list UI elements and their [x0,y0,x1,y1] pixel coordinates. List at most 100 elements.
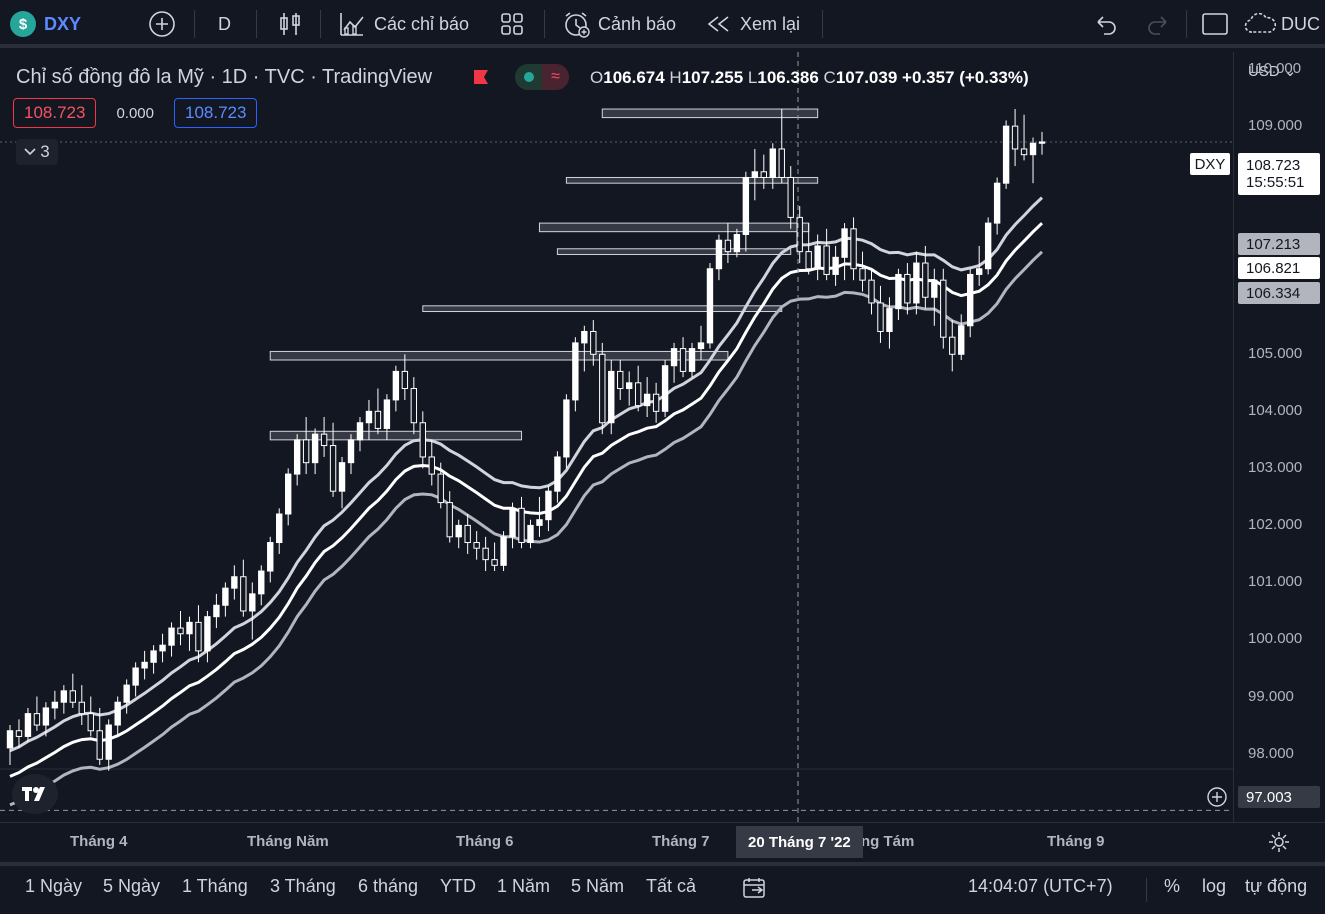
chart-pane[interactable]: Chỉ số đồng đô la Mỹ · 1D · TVC · Tradin… [0,52,1233,822]
log-scale-button[interactable]: log [1202,876,1227,896]
settings-gear-icon[interactable] [1268,831,1290,853]
compare-add-button[interactable] [148,0,176,48]
collapsed-count: 3 [40,142,50,161]
candle-body [841,228,848,258]
candle-body [329,445,337,492]
zone-rectangle [422,305,783,313]
price-chart[interactable] [0,52,1233,822]
price-tick-label: 100.000 [1248,630,1303,648]
candle-body [33,713,41,726]
redo-button[interactable] [1146,0,1170,48]
price-tick-label: 99.000 [1248,687,1294,705]
zone-rectangle [538,222,810,233]
candle-body [509,507,516,538]
candle-body [276,513,283,544]
tradingview-logo[interactable] [12,774,58,814]
range-1d-button[interactable]: 1 Ngày [25,876,83,896]
candle-body [554,456,561,492]
candle-body [931,279,938,298]
approx-icon: ≈ [542,64,569,90]
auto-scale-button[interactable]: tự động [1245,876,1308,896]
candle-body [769,148,776,178]
zone-rectangle [556,248,792,255]
range-1y-button[interactable]: 1 Năm [497,876,551,896]
currency-selector[interactable]: USD ⌄ [1248,63,1297,80]
candle-body [177,627,184,635]
symbol-search-button[interactable]: $ DXY [10,0,81,48]
symbol-title[interactable]: Chỉ số đồng đô la Mỹ · 1D · TVC · Tradin… [16,66,433,88]
clock-timezone-button[interactable]: 14:04:07 (UTC+7) [968,876,1113,896]
flag-icon[interactable] [473,69,489,85]
chart-type-button[interactable] [278,0,302,48]
price-tick-label: 98.000 [1248,744,1294,762]
candle-body [751,171,759,178]
grid-layout-icon [501,13,523,35]
market-status-toggle[interactable]: ≈ [515,64,569,90]
candle-body [823,245,830,275]
undo-button[interactable] [1094,0,1118,48]
save-layout-button[interactable]: DUC [1243,0,1320,48]
layout-button[interactable] [1202,0,1228,48]
candle-body [895,273,902,310]
alerts-button[interactable]: Cảnh báo [562,0,676,48]
indicators-button[interactable]: Các chỉ báo [338,0,469,48]
candle-body [679,348,687,372]
candle-body [455,524,462,538]
range-6m-button[interactable]: 6 tháng [358,876,419,896]
candle-body [132,667,139,686]
symbol-label: DXY [44,13,82,34]
price-tick-label: 109.000 [1248,117,1303,135]
interval-button[interactable]: D [218,0,231,48]
candle-body [652,393,660,412]
candle-body [697,342,705,350]
templates-button[interactable] [500,0,524,48]
candle-body [338,462,346,492]
indicator-values[interactable]: 108.723 0.000 108.723 [13,98,258,128]
price-tick-label: 104.000 [1248,402,1303,420]
zone-rectangle [565,176,819,184]
candle-body [428,456,435,475]
candle-body [15,730,23,737]
range-1m-button[interactable]: 1 Tháng [182,876,248,896]
time-axis[interactable]: Tháng 4 Tháng Năm Tháng 6 Tháng 7 ng Tám… [0,822,1325,862]
range-5y-button[interactable]: 5 Năm [571,876,625,896]
replay-button[interactable]: Xem lại [706,0,800,48]
range-all-button[interactable]: Tất cả [646,876,697,896]
candle-body [365,410,373,424]
candle-body [626,382,633,390]
candle-body [96,730,103,760]
range-ytd-button[interactable]: YTD [440,876,476,896]
range-5d-button[interactable]: 5 Ngày [103,876,161,896]
price-axis[interactable]: USD ⌄ 110.000109.000108.000107.000106.00… [1190,52,1325,822]
goto-date-icon[interactable] [742,876,768,900]
candle-body [114,701,121,726]
candle-body [195,621,202,652]
add-alert-plus-icon[interactable] [1206,786,1228,808]
candle-body [356,422,364,441]
indicators-collapse-button[interactable]: 3 [16,139,58,165]
plus-circle-icon [149,11,175,37]
candle-body [240,576,247,612]
candle-body [141,661,148,669]
time-label: ng Tám [861,833,915,850]
candle-body [320,433,328,447]
candle-body [590,330,597,355]
high-value: 107.255 [681,68,744,87]
candle-body [975,268,983,275]
candle-body [1002,125,1010,184]
candle-body [805,251,812,270]
band-upper-tag: 107.213 [1238,233,1320,255]
candle-body [643,393,651,407]
range-3m-button[interactable]: 3 Tháng [270,876,336,896]
candle-body [572,342,579,401]
percent-scale-button[interactable]: % [1164,876,1181,896]
candle-body [733,234,741,253]
window-layout-icon [1202,13,1228,35]
alerts-label: Cảnh báo [598,13,677,34]
price-tick-label: 105.000 [1248,345,1303,363]
candle-body [661,365,669,412]
band-mid-tag: 106.821 [1238,257,1320,279]
candle-body [518,507,525,544]
alarm-clock-icon [565,12,590,38]
candle-body [311,433,319,464]
